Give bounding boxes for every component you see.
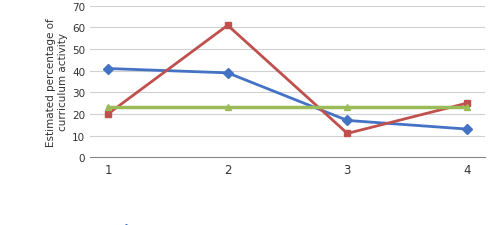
Y-axis label: Estimated percentage of
curriculum activity: Estimated percentage of curriculum activ…: [46, 18, 68, 146]
Post-graduate: [344, 133, 350, 135]
Undergraduate: [464, 128, 470, 131]
Undergraduate: [344, 119, 350, 122]
Post-graduate: [464, 102, 470, 105]
Line: Post-graduate: Post-graduate: [104, 23, 470, 137]
CPD average: [344, 107, 350, 109]
Undergraduate: [224, 72, 230, 75]
Line: CPD average: CPD average: [104, 104, 470, 111]
Legend: Undergraduate, Post-graduate, CPD average: Undergraduate, Post-graduate, CPD averag…: [110, 220, 465, 225]
CPD average: [224, 107, 230, 109]
Undergraduate: [105, 68, 111, 71]
Post-graduate: [224, 25, 230, 27]
CPD average: [464, 107, 470, 109]
CPD average: [105, 107, 111, 109]
Line: Undergraduate: Undergraduate: [104, 66, 470, 133]
Post-graduate: [105, 113, 111, 116]
